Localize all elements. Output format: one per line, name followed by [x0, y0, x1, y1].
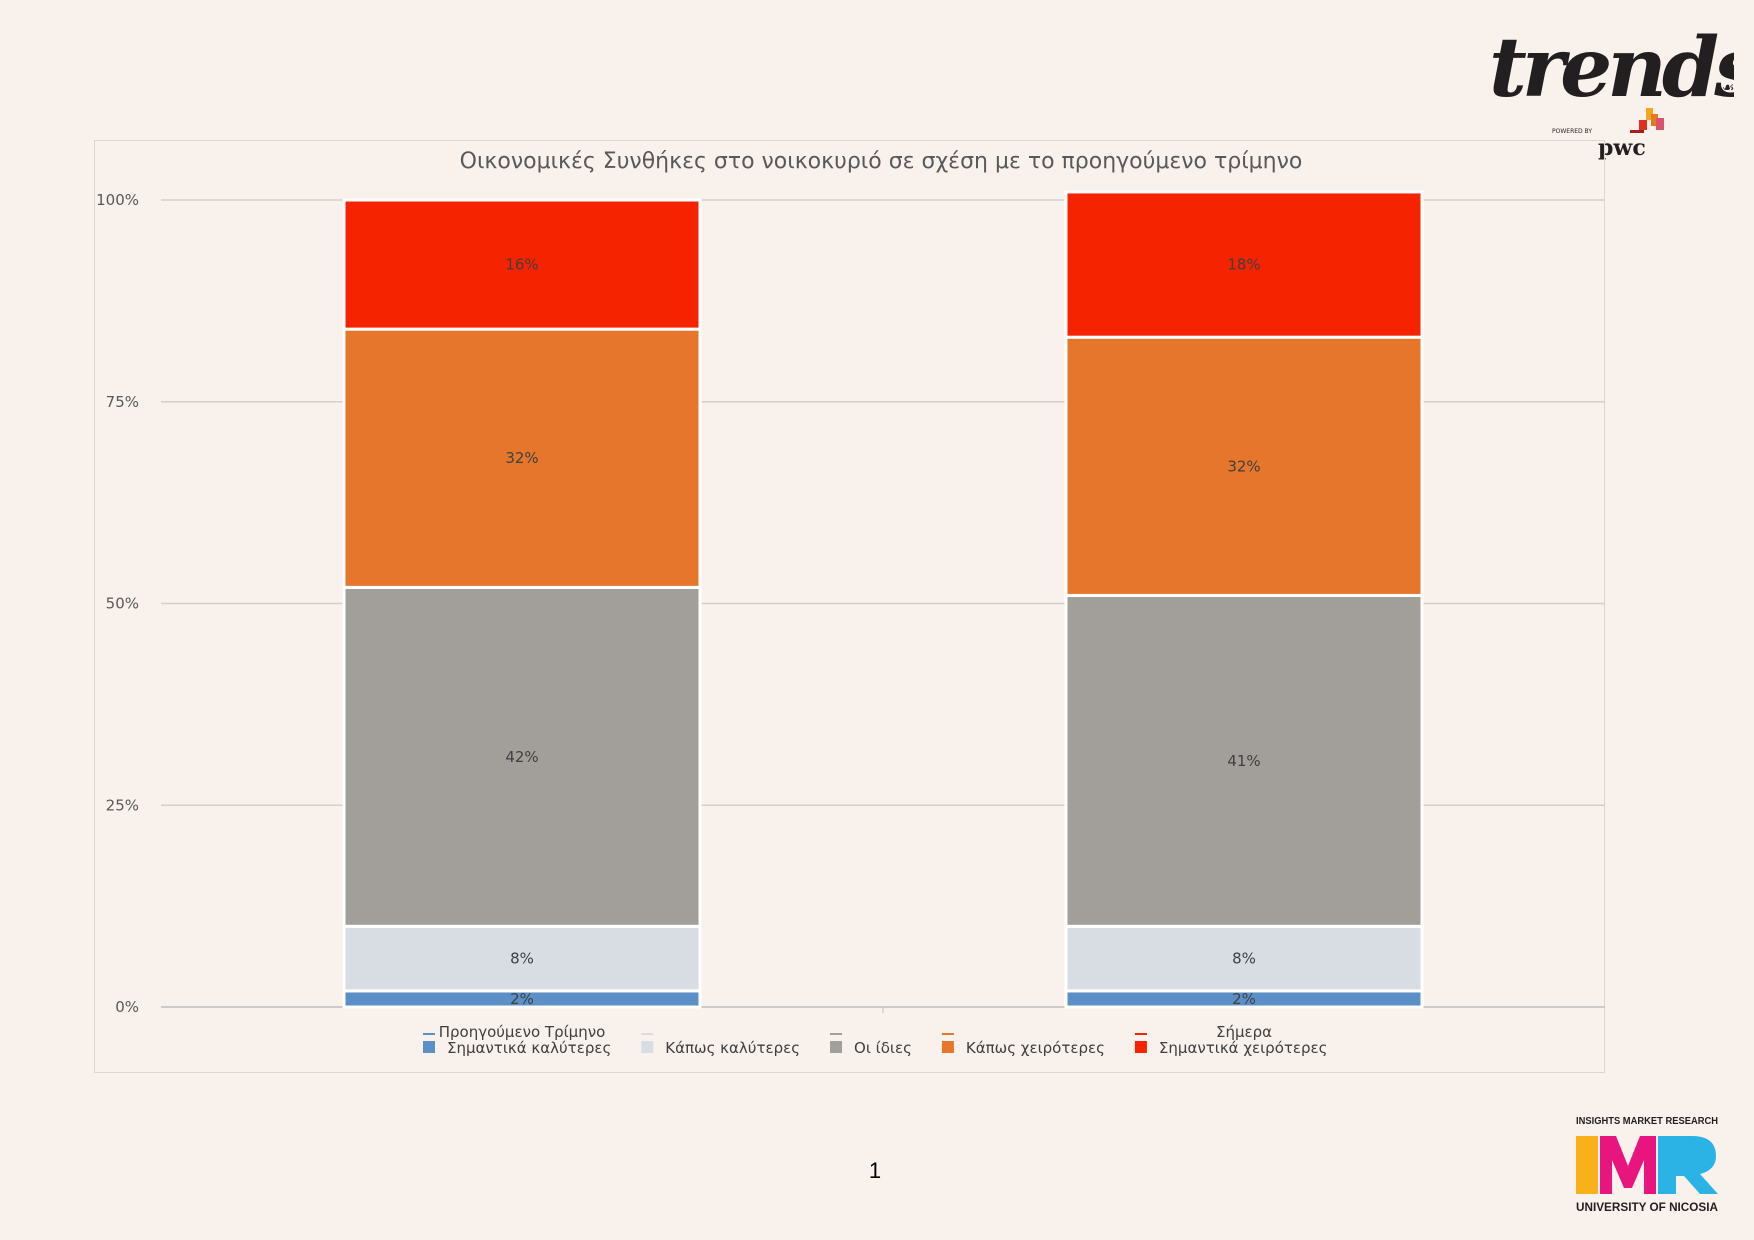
y-tick-label: 25%	[106, 796, 139, 814]
legend-swatch	[830, 1041, 843, 1053]
y-tick-label: 100%	[96, 191, 139, 209]
bar-segment	[1064, 924, 1424, 993]
imr-university-of-nicosia-logo: INSIGHTS MARKET RESEARCH UNIVERSITY OF N…	[1576, 1116, 1718, 1214]
legend-item: Οι ίδιες	[830, 1033, 912, 1057]
legend-item: Σημαντικά χειρότερες	[1134, 1033, 1328, 1057]
trends-wordmark: trends	[1489, 20, 1734, 116]
data-label: 16%	[505, 256, 538, 274]
imr-top-text: INSIGHTS MARKET RESEARCH	[1576, 1116, 1718, 1127]
data-label: 8%	[510, 950, 534, 968]
legend-swatch	[641, 1041, 654, 1053]
legend-label: Κάπως καλύτερες	[665, 1039, 800, 1057]
data-label: 2%	[510, 990, 534, 1008]
powered-by-text: POWERED BY	[1552, 128, 1592, 135]
legend-swatch	[1134, 1041, 1147, 1053]
y-tick-label: 50%	[106, 595, 139, 613]
legend-item: Κάπως χειρότερες	[941, 1033, 1105, 1057]
bar-segment	[342, 327, 702, 589]
data-label: 42%	[505, 748, 538, 766]
bar-segment	[342, 198, 702, 331]
category-label: Προηγούμενο Τρίμηνο	[439, 1023, 606, 1041]
category-labels: Προηγούμενο Τρίμηνο Σήμερα	[439, 1023, 1272, 1041]
legend: Σημαντικά καλύτερες Κάπως καλύτερες Οι ίδι…	[423, 1033, 1328, 1057]
legend-item: Κάπως καλύτερες	[641, 1033, 800, 1057]
legend-item: Σημαντικά καλύτερες	[423, 1033, 611, 1057]
data-label: 18%	[1227, 256, 1260, 274]
legend-label: Σημαντικά καλύτερες	[447, 1039, 611, 1057]
legend-label: Κάπως χειρότερες	[966, 1039, 1105, 1057]
svg-text:☙: ☙	[1722, 80, 1734, 96]
imr-letters	[1576, 1136, 1718, 1194]
pwc-wordmark: pwc	[1598, 135, 1646, 161]
pwc-logo-blocks	[1630, 108, 1664, 133]
bar-segment	[1064, 593, 1424, 928]
chart-title: Οικονομικές Συνθήκες στο νοικοκυριό σε σ…	[460, 149, 1303, 174]
bar-segment	[342, 585, 702, 928]
bar-segment	[1064, 190, 1424, 339]
chart-area: Οικονομικές Συνθήκες στο νοικοκυριό σε σ…	[94, 140, 1605, 1073]
y-axis-tick-labels: 0% 25% 50% 75% 100%	[96, 191, 139, 1016]
data-label: 2%	[1232, 990, 1256, 1008]
data-label: 8%	[1232, 950, 1256, 968]
legend-swatch	[423, 1041, 435, 1053]
imr-bottom-text: UNIVERSITY OF NICOSIA	[1576, 1200, 1718, 1214]
data-label: 32%	[505, 449, 538, 467]
y-tick-label: 75%	[106, 393, 139, 411]
trends-pwc-logo: trends ☙ POWERED BY pwc	[1489, 20, 1734, 161]
legend-swatch	[941, 1041, 954, 1053]
category-label: Σήμερα	[1216, 1023, 1272, 1041]
data-labels: 2% 8% 42% 32% 16% 2% 8% 41% 32% 18%	[505, 256, 1260, 1008]
stacked-bar-chart: Οικονομικές Συνθήκες στο νοικοκυριό σε σ…	[96, 149, 1605, 1057]
legend-label: Οι ίδιες	[854, 1039, 912, 1057]
legend-label: Σημαντικά χειρότερες	[1159, 1039, 1328, 1057]
page-number: 1	[868, 1158, 882, 1183]
bars	[342, 190, 1424, 1009]
data-label: 32%	[1227, 457, 1260, 475]
y-tick-label: 0%	[115, 998, 139, 1016]
data-label: 41%	[1227, 752, 1260, 770]
